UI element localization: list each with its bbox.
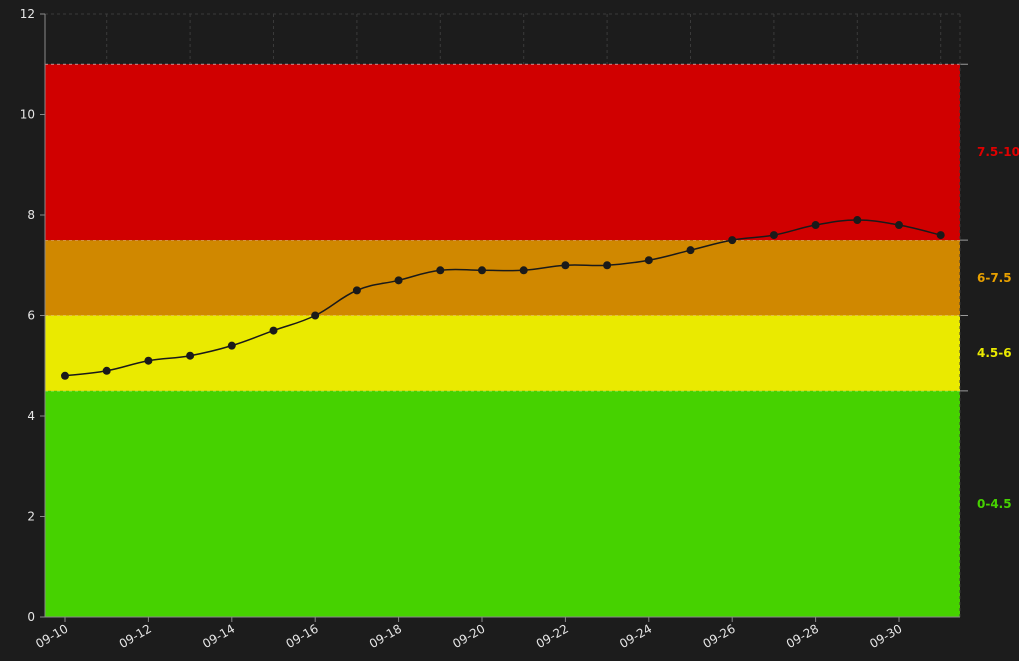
series-line-path: [64, 219, 941, 377]
data-point: [603, 261, 612, 270]
data-point: [769, 231, 778, 240]
data-point: [478, 266, 486, 275]
x-tick-label: 09-24: [617, 621, 654, 651]
data-point: [686, 246, 695, 255]
data-point: [644, 256, 653, 265]
band-label: 0-4.5: [977, 497, 1012, 511]
data-point: [519, 266, 528, 275]
x-tick-label: 09-26: [700, 621, 737, 651]
band-label: 6-7.5: [977, 271, 1012, 285]
x-tick-label: 09-22: [534, 621, 571, 651]
data-point: [186, 351, 195, 360]
band-label: 7.5-10: [977, 145, 1019, 159]
x-tick-label: 09-12: [117, 621, 154, 651]
data-point: [144, 356, 153, 365]
x-tick-label: 09-14: [200, 621, 237, 651]
band-areas: [45, 63, 968, 618]
x-tick-label: 09-10: [33, 621, 70, 651]
y-tick-label: 2: [27, 510, 35, 524]
y-tick-label: 10: [20, 108, 35, 122]
data-point: [936, 231, 945, 240]
data-point: [853, 216, 862, 225]
data-point: [61, 371, 69, 380]
series-points: [61, 216, 945, 380]
y-tick-label: 6: [27, 309, 35, 323]
data-point: [895, 221, 903, 230]
band-area: [45, 240, 960, 316]
data-point: [561, 261, 570, 270]
series-line: [64, 219, 941, 377]
grid-lines: [45, 13, 961, 617]
data-point: [436, 266, 445, 275]
data-point: [811, 221, 820, 230]
data-point: [394, 276, 403, 285]
band-area: [45, 64, 960, 241]
data-point: [227, 341, 236, 350]
y-tick-label: 0: [27, 610, 35, 624]
y-tick-label: 12: [20, 7, 35, 21]
x-tick-label: 09-20: [450, 621, 487, 651]
data-point: [311, 311, 320, 320]
x-tick-label: 09-28: [784, 621, 821, 651]
x-tick-label: 09-16: [283, 621, 320, 651]
data-point: [728, 236, 737, 245]
axes: [40, 13, 960, 622]
y-tick-label: 8: [27, 208, 35, 222]
band-area: [45, 390, 960, 617]
band-label: 4.5-6: [977, 346, 1012, 360]
x-tick-label: 09-30: [867, 621, 904, 651]
data-point: [269, 326, 278, 335]
band-labels: 0-4.5 4.5-6 6-7.5 7.5-10: [977, 145, 1019, 511]
data-point: [102, 366, 111, 375]
data-point: [352, 286, 361, 295]
x-tick-label: 09-18: [367, 621, 404, 651]
y-tick-label: 4: [27, 409, 35, 423]
band-area: [45, 315, 960, 391]
